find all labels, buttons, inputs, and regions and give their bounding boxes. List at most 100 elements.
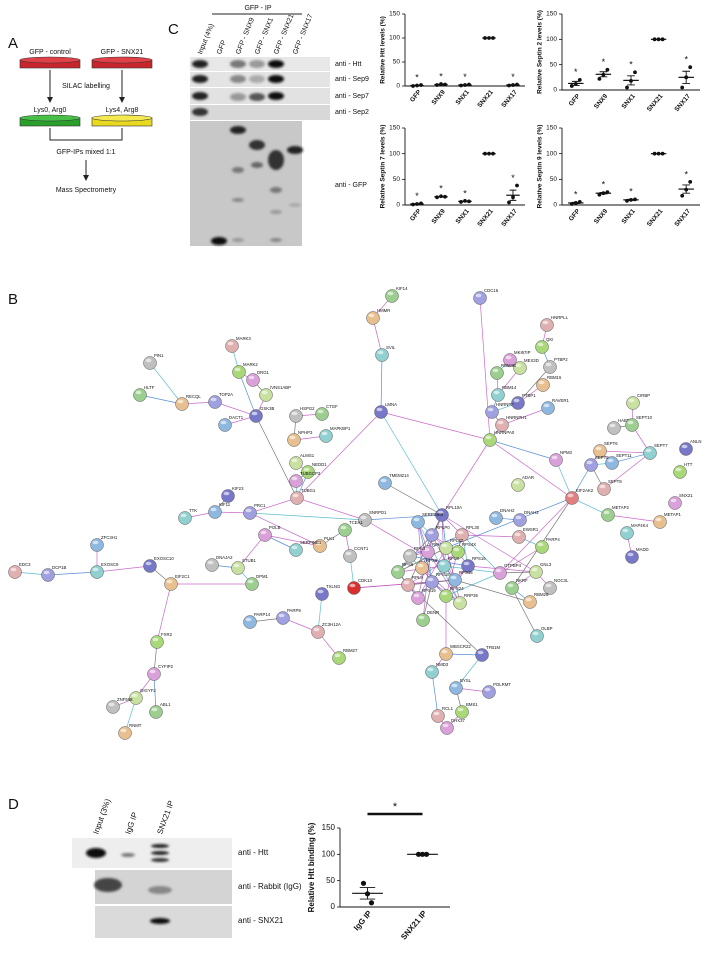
- node-label: ABL1: [160, 702, 171, 707]
- significance: *: [393, 801, 398, 813]
- node-shine: [145, 358, 152, 363]
- node: [133, 388, 147, 402]
- node-shine: [586, 460, 593, 465]
- y-tick-label: 100: [322, 849, 336, 858]
- significance: *: [463, 188, 467, 198]
- edge: [499, 546, 543, 574]
- node-shine: [418, 615, 425, 620]
- node: [490, 366, 504, 380]
- node-label: GNL3: [540, 562, 552, 567]
- node: [425, 575, 439, 589]
- node-shine: [427, 667, 434, 672]
- node-label: SEPT7: [654, 443, 668, 448]
- node-label: RCL1: [442, 706, 454, 711]
- x-tick-label: SNX1: [621, 208, 638, 226]
- y-tick-label: 50: [550, 61, 558, 68]
- node-label: SVIL: [386, 345, 396, 350]
- node-label: TXLNG: [326, 584, 341, 589]
- node-shine: [92, 540, 99, 545]
- node-label: ZNF598: [117, 697, 133, 702]
- node-label: PRC1: [254, 503, 266, 508]
- error-bar: [571, 201, 580, 205]
- x-tick-label: SNX17: [673, 208, 692, 229]
- data-point: [605, 67, 610, 72]
- y-axis-label: Relative Htt binding (%): [307, 822, 316, 912]
- node-label: KIF23: [232, 486, 244, 491]
- node-label: ZFC3H1: [101, 535, 118, 540]
- edge: [149, 362, 183, 405]
- significance: *: [602, 180, 606, 190]
- y-tick-label: 0: [396, 83, 400, 90]
- node-shine: [441, 591, 448, 596]
- node-shine: [457, 707, 464, 712]
- data-point: [633, 70, 637, 75]
- edge: [364, 514, 443, 521]
- edge: [249, 512, 366, 521]
- node: [482, 685, 496, 699]
- node-label: RRP36: [464, 593, 478, 598]
- node: [289, 543, 303, 557]
- node-label: SERPINE1: [300, 540, 322, 545]
- node: [290, 491, 304, 505]
- panel-label: B: [8, 291, 18, 308]
- node-label: HLTF: [144, 385, 155, 390]
- node-shine: [376, 407, 383, 412]
- significance: *: [629, 60, 633, 70]
- edge: [454, 579, 531, 603]
- node-label: SEPT10: [636, 415, 653, 420]
- y-tick-label: 100: [389, 35, 400, 42]
- node-shine: [417, 563, 424, 568]
- y-tick-label: 0: [331, 902, 336, 911]
- node-shine: [531, 567, 538, 572]
- node-label: PIN1: [154, 353, 164, 358]
- node-shine: [234, 367, 241, 372]
- data-point: [569, 84, 574, 88]
- node: [243, 506, 257, 520]
- edge: [421, 567, 461, 604]
- node: [540, 318, 554, 332]
- node-shine: [151, 707, 158, 712]
- x-tick-label: GFP: [409, 207, 423, 222]
- node-shine: [380, 478, 387, 483]
- band: [289, 203, 301, 207]
- band: [287, 146, 303, 154]
- node-shine: [627, 420, 634, 425]
- node-shine: [135, 390, 142, 395]
- node-label: CCNT1: [354, 546, 369, 551]
- lane-label: GFP - SNX21: [273, 13, 296, 55]
- node: [106, 700, 120, 714]
- node-shine: [451, 683, 458, 688]
- node-shine: [207, 560, 214, 565]
- edge: [249, 497, 298, 514]
- x-tick-label: SNX9: [431, 208, 448, 226]
- node: [549, 453, 563, 467]
- band: [230, 75, 246, 83]
- x-tick-label: SNX1: [621, 93, 638, 111]
- node-shine: [515, 515, 522, 520]
- node-label: CDC16: [484, 288, 499, 293]
- node-label: PTBP2: [554, 357, 568, 362]
- node: [276, 611, 290, 625]
- node: [259, 388, 273, 402]
- node: [513, 513, 527, 527]
- data-point: [577, 77, 582, 82]
- antibody-label: anti - Sep9: [335, 76, 369, 83]
- data-point: [688, 180, 693, 184]
- node: [221, 489, 235, 503]
- node: [375, 348, 389, 362]
- node-shine: [145, 561, 152, 566]
- node-label: POLB: [269, 525, 281, 530]
- node-shine: [423, 547, 430, 552]
- significance: *: [574, 189, 578, 199]
- node-label: DRG1: [257, 370, 270, 375]
- node-shine: [537, 342, 544, 347]
- data-point: [688, 65, 693, 70]
- node-label: GSK3B: [260, 406, 274, 411]
- node-label: RPL7A: [432, 542, 446, 547]
- node-label: TUBG1: [301, 488, 316, 493]
- node-shine: [485, 435, 492, 440]
- node-shine: [108, 702, 115, 707]
- node-label: RPS18: [436, 572, 450, 577]
- node-label: HSPG2: [300, 406, 315, 411]
- node: [164, 577, 178, 591]
